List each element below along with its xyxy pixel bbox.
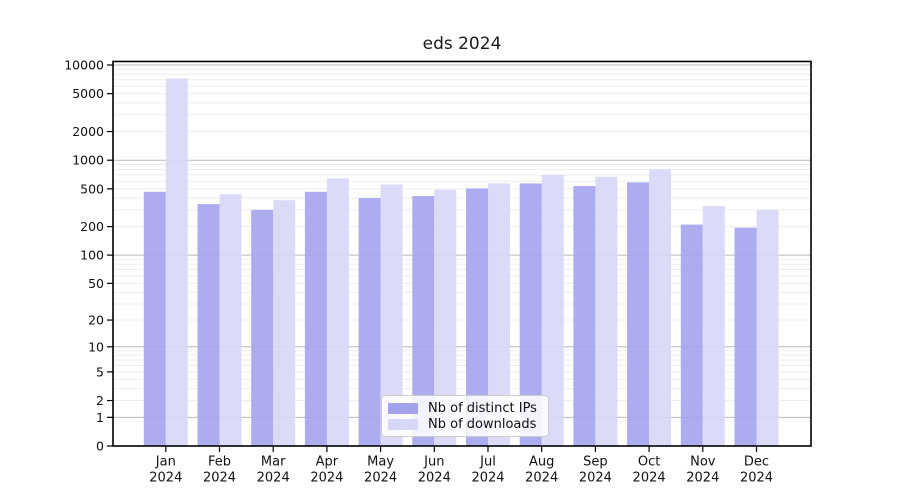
x-tick-label-month: Jun (423, 455, 444, 470)
x-tick-label-month: May (367, 455, 394, 470)
x-tick-label-year: 2024 (149, 471, 182, 486)
x-tick-label-year: 2024 (686, 471, 719, 486)
x-tick-label-year: 2024 (418, 471, 451, 486)
chart-title: eds 2024 (422, 34, 502, 54)
y-tick-label: 0 (96, 439, 104, 454)
bar-mar-s1 (273, 200, 296, 446)
bars-series-0 (143, 182, 757, 446)
x-tick-label-month: Mar (261, 455, 286, 470)
y-tick-label: 200 (80, 219, 104, 234)
bar-feb-s1 (219, 194, 242, 446)
bar-jul-s1 (488, 183, 510, 446)
bar-may-s1 (380, 184, 403, 447)
bar-jun-s0 (412, 196, 435, 446)
bar-nov-s1 (702, 205, 725, 446)
bar-dec-s1 (756, 209, 779, 446)
x-tick-label-year: 2024 (310, 471, 343, 486)
x-tick-label-month: Oct (638, 455, 660, 470)
bar-jan-s1 (165, 78, 188, 446)
legend-item-downloads: Nb of downloads (388, 416, 540, 432)
y-tick-label: 5000 (72, 86, 104, 101)
legend-item-distinct-ips: Nb of distinct IPs (388, 400, 540, 416)
bar-oct-s1 (649, 169, 672, 446)
y-tick-label: 500 (80, 181, 104, 196)
bar-may-s0 (358, 198, 381, 446)
bar-oct-s0 (627, 182, 650, 446)
x-tick-label-year: 2024 (471, 471, 504, 486)
bar-apr-s0 (304, 191, 327, 446)
bar-aug-s0 (519, 183, 542, 446)
y-tick-label: 1000 (72, 153, 104, 168)
x-tick-label-month: Aug (529, 455, 554, 470)
bar-jun-s1 (434, 189, 457, 446)
x-tick-label-month: Nov (690, 455, 716, 470)
y-tick-label: 100 (80, 248, 104, 263)
bar-nov-s0 (680, 224, 703, 446)
legend-label-distinct-ips: Nb of distinct IPs (428, 400, 537, 416)
x-tick-label-year: 2024 (579, 471, 612, 486)
y-tick-label: 5 (96, 364, 104, 379)
x-tick-label-month: Dec (744, 455, 769, 470)
x-tick-label-month: Jul (479, 455, 496, 470)
plot-frame (112, 60, 812, 447)
y-tick-label: 2 (96, 393, 104, 408)
y-axis: 0 1 2 5 10 20 50 100 200 500 1000 2000 5000 10000 (64, 57, 113, 454)
x-tick-label-month: Apr (316, 455, 339, 470)
x-tick-label-month: Sep (583, 455, 608, 470)
x-tick-label-month: Jan (155, 455, 176, 470)
bar-jul-s0 (466, 188, 488, 446)
bar-jan-s0 (143, 191, 166, 446)
y-tick-label: 50 (88, 276, 104, 291)
x-tick-label-year: 2024 (257, 471, 290, 486)
x-tick-label-month: Feb (208, 455, 231, 470)
bars-series-1 (165, 78, 779, 447)
y-tick-label: 1 (96, 410, 104, 425)
bar-sep-s0 (573, 186, 596, 446)
y-tick-label: 10000 (64, 57, 104, 72)
legend: Nb of distinct IPs Nb of downloads (381, 395, 549, 437)
x-tick-label-year: 2024 (740, 471, 773, 486)
y-tick-label: 2000 (72, 124, 104, 139)
bar-dec-s0 (734, 227, 757, 446)
x-tick-label-year: 2024 (633, 471, 666, 486)
x-axis: Jan2024Feb2024Mar2024Apr2024May2024Jun20… (149, 446, 773, 486)
x-tick-label-year: 2024 (203, 471, 236, 486)
bar-mar-s0 (251, 209, 274, 446)
y-tick-label: 10 (88, 339, 104, 354)
x-tick-label-year: 2024 (364, 471, 397, 486)
legend-swatch-downloads (388, 418, 418, 430)
y-tick-label: 20 (88, 313, 104, 328)
bar-apr-s1 (326, 178, 349, 446)
legend-label-downloads: Nb of downloads (428, 416, 537, 432)
x-tick-label-year: 2024 (525, 471, 558, 486)
bar-feb-s0 (197, 204, 220, 446)
bar-sep-s1 (595, 176, 618, 446)
legend-swatch-distinct-ips (388, 402, 418, 414)
bar-aug-s1 (541, 174, 564, 446)
